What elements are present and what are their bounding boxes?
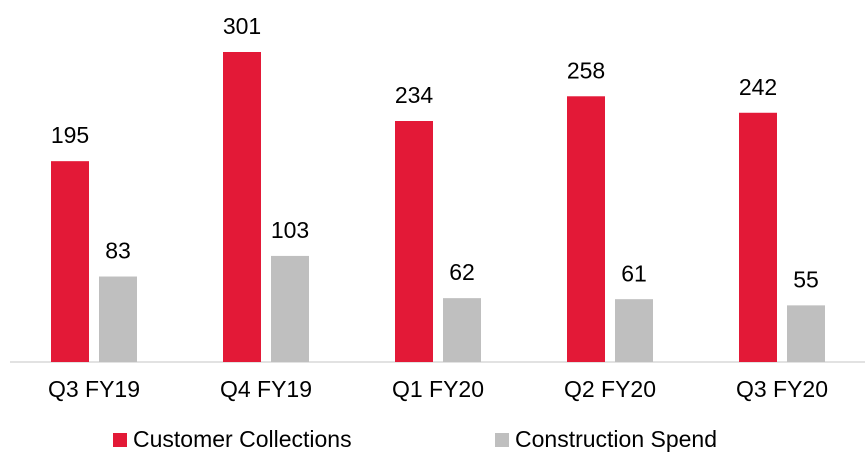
x-tick-label: Q2 FY20 bbox=[564, 376, 656, 402]
data-label: 103 bbox=[271, 217, 309, 243]
legend-label: Construction Spend bbox=[515, 426, 717, 452]
data-label: 55 bbox=[793, 266, 819, 292]
data-label: 234 bbox=[395, 82, 434, 108]
bar bbox=[223, 52, 261, 362]
x-tick-label: Q3 FY19 bbox=[48, 376, 140, 402]
bar bbox=[443, 298, 481, 362]
data-label: 83 bbox=[105, 238, 131, 264]
data-label: 242 bbox=[739, 74, 777, 100]
data-label: 195 bbox=[51, 122, 89, 148]
legend-swatch bbox=[495, 433, 509, 447]
data-label: 62 bbox=[449, 259, 475, 285]
bar bbox=[739, 112, 777, 362]
legend-swatch bbox=[113, 433, 127, 447]
x-tick-label: Q4 FY19 bbox=[220, 376, 312, 402]
x-tick-label: Q1 FY20 bbox=[392, 376, 484, 402]
bar bbox=[787, 305, 825, 362]
legend-label: Customer Collections bbox=[133, 426, 352, 452]
bar bbox=[99, 276, 137, 362]
data-label: 61 bbox=[621, 260, 647, 286]
data-label: 258 bbox=[567, 57, 605, 83]
bar bbox=[567, 96, 605, 363]
bar bbox=[51, 161, 89, 362]
x-tick-label: Q3 FY20 bbox=[736, 376, 828, 402]
bar bbox=[271, 255, 309, 362]
data-label: 301 bbox=[223, 13, 261, 39]
bar bbox=[615, 299, 653, 362]
bar bbox=[395, 121, 433, 362]
